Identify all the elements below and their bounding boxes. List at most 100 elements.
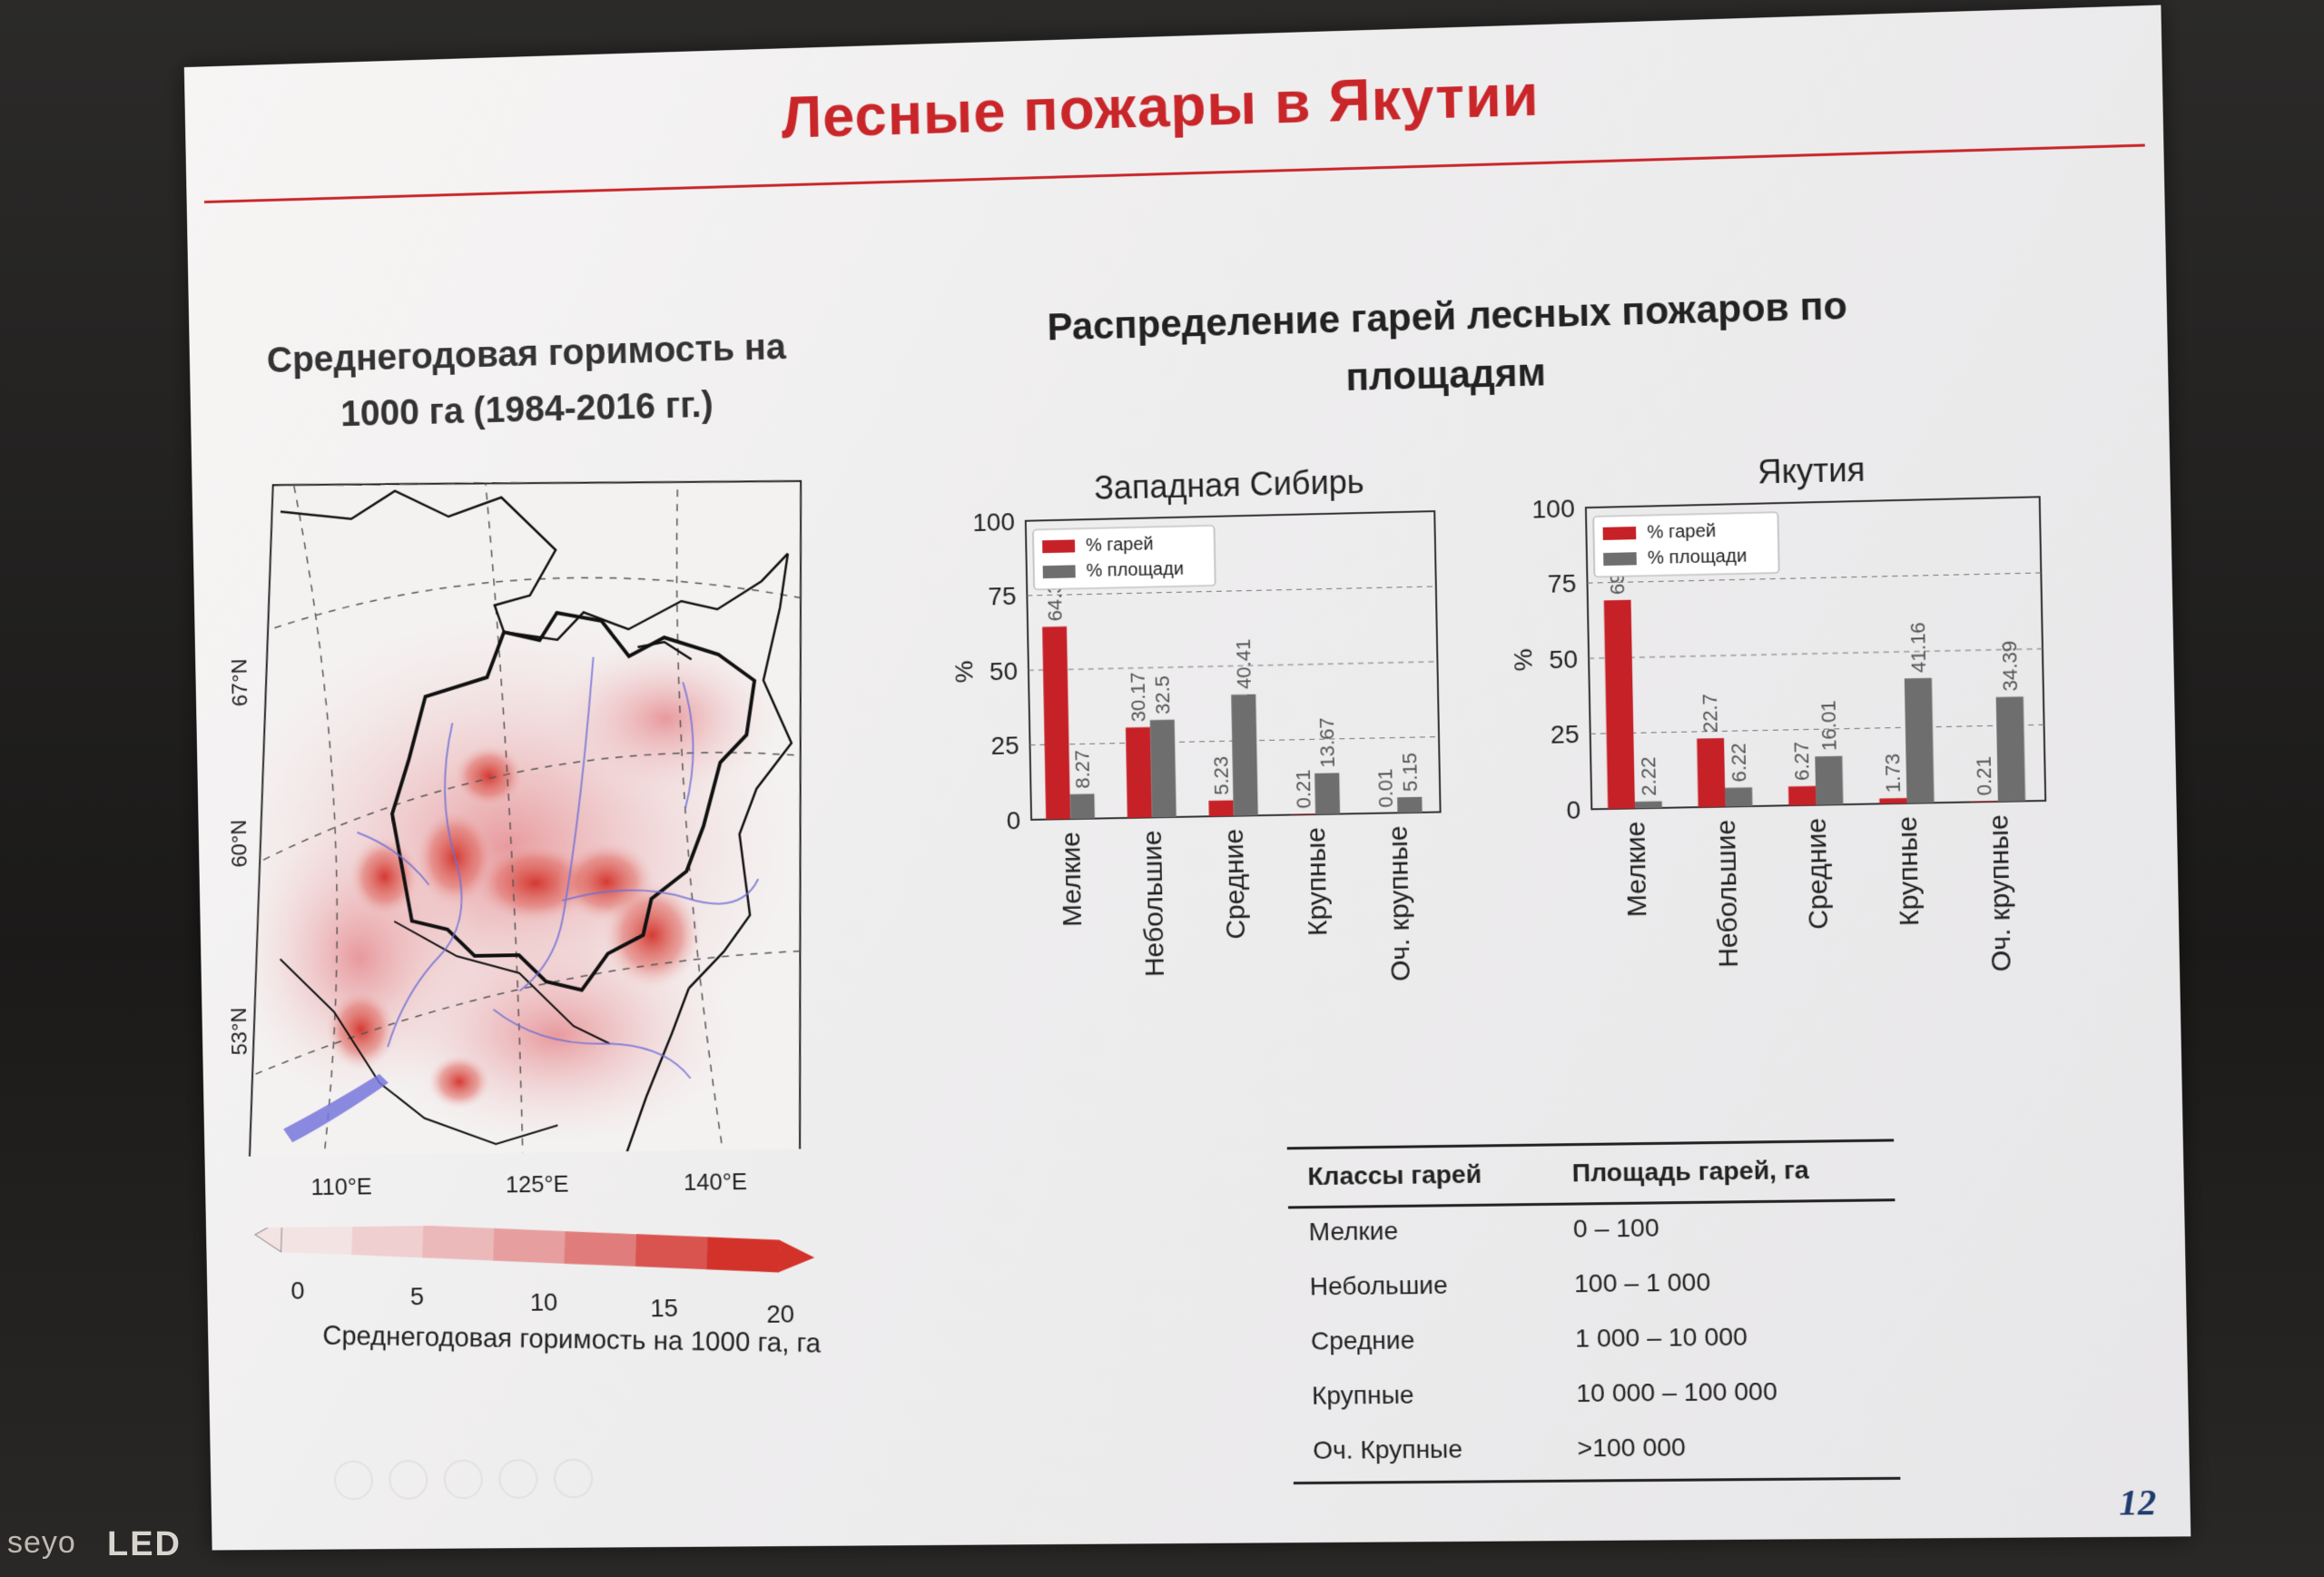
bar (1315, 773, 1340, 814)
category-label: Средние (1801, 817, 1834, 930)
colorbar-tick: 0 (290, 1276, 305, 1306)
map-heading: Среднегодовая горимость на 1000 га (1984… (251, 319, 803, 445)
colorbar-tick: 15 (650, 1294, 678, 1323)
category-label: Мелкие (1620, 821, 1653, 917)
y-tick-label: 0 (1006, 806, 1020, 834)
osd-icon (334, 1461, 374, 1501)
lon-label-110: 110°E (310, 1173, 372, 1201)
category-label: Небольшие (1710, 819, 1744, 968)
colorbar-arrow-high (778, 1240, 815, 1274)
bar-value-label: 6.22 (1727, 743, 1750, 783)
y-axis-label: % (950, 660, 978, 683)
colorbar-tick: 10 (529, 1288, 557, 1317)
monitor-brand: LED (107, 1525, 182, 1564)
colorbar-segment (706, 1237, 779, 1273)
bar-value-label: 0.21 (1972, 756, 1996, 796)
bar-value-label: 13.67 (1315, 717, 1338, 768)
legend-label: % гарей (1647, 521, 1716, 543)
chart-western-siberia: Западная Сибирь0255075100%64.398.27Мелки… (943, 438, 1464, 1101)
y-tick-label: 50 (1549, 645, 1578, 674)
legend-label: % площади (1648, 546, 1748, 568)
y-tick-label: 100 (1531, 494, 1575, 524)
y-tick-label: 100 (972, 508, 1015, 537)
lon-label-140: 140°E (684, 1168, 748, 1197)
category-label: Крупные (1301, 827, 1334, 937)
chart-yakutia: Якутия0255075100%69.2.22Мелкие22.76.22Не… (1502, 423, 2070, 1094)
area-cell: 0 – 100 (1552, 1200, 1896, 1261)
bar-value-label: 30.17 (1126, 672, 1149, 722)
class-cell: Средние (1290, 1316, 1555, 1373)
bar-value-label: 34.39 (1997, 640, 2022, 691)
osd-icon (389, 1460, 428, 1500)
bar-value-label: 0.21 (1291, 769, 1315, 808)
bar (1725, 787, 1752, 806)
bar (1208, 800, 1233, 816)
y-tick-label: 0 (1566, 795, 1581, 824)
monitor-osd-icons (334, 1458, 610, 1504)
bar (1397, 797, 1423, 813)
page-number: 12 (2119, 1481, 2157, 1524)
y-tick-label: 25 (990, 732, 1019, 761)
burn-classes-table: Классы гарей Площадь гарей, га Мелкие 0 –… (1287, 1138, 1901, 1484)
y-tick-label: 75 (1548, 569, 1577, 598)
slide-title: Лесные пожары в Якутии (185, 42, 2163, 169)
bar (1231, 695, 1258, 816)
y-tick-label: 50 (990, 656, 1019, 685)
category-label: Оч. крупные (1383, 825, 1416, 981)
gridline (1589, 649, 2043, 659)
bar (1905, 678, 1935, 803)
bar-value-label: 0.01 (1374, 768, 1397, 807)
area-cell: >100 000 (1557, 1422, 1901, 1481)
table-row: Крупные 10 000 – 100 000 (1291, 1366, 1899, 1427)
bar-value-label: 6.27 (1790, 742, 1815, 782)
column-header-class: Классы гарей (1287, 1145, 1552, 1207)
osd-icon (554, 1458, 594, 1498)
category-label: Мелкие (1056, 832, 1088, 927)
legend-label: % площади (1086, 558, 1184, 581)
bar-value-label: 5.15 (1398, 753, 1422, 792)
legend-swatch (1043, 565, 1076, 578)
class-cell: Небольшие (1289, 1260, 1554, 1317)
lon-label-125: 125°E (506, 1170, 569, 1199)
colorbar-segment (351, 1223, 424, 1258)
bar-value-label: 5.23 (1209, 756, 1233, 795)
bar-value-label: 32.5 (1150, 675, 1174, 715)
bar-value-label: 16.01 (1817, 700, 1841, 751)
category-label: Средние (1219, 828, 1252, 940)
lat-label-53: 53°N (227, 1007, 251, 1055)
charts-heading: Распределение гарей лесных пожаров по пл… (963, 274, 1935, 417)
colorbar-tick: 5 (410, 1282, 425, 1311)
colorbar-segment (635, 1234, 708, 1269)
category-label: Небольшие (1137, 830, 1170, 977)
lat-label-67: 67°N (228, 658, 252, 706)
bar-value-label: 8.27 (1070, 750, 1094, 789)
bar-value-label: 40.41 (1231, 639, 1255, 690)
osd-icon (498, 1459, 538, 1499)
lat-label-60: 60°N (227, 819, 251, 867)
table-row: Мелкие 0 – 100 (1288, 1200, 1896, 1264)
table-row: Оч. Крупные >100 000 (1293, 1422, 1901, 1483)
colorbar-tick: 20 (766, 1300, 794, 1329)
colorbar-segment (422, 1226, 495, 1261)
osd-icon (443, 1460, 483, 1500)
bar (1604, 600, 1635, 809)
table-row: Небольшие 100 – 1 000 (1289, 1257, 1897, 1318)
legend-swatch (1042, 539, 1075, 553)
bar (1788, 786, 1816, 805)
bar-value-label: 2.22 (1636, 756, 1659, 796)
colorbar-arrow-low (254, 1219, 281, 1252)
lon-labels: 110°E 125°E 140°E (310, 1168, 773, 1209)
bar (1150, 720, 1177, 818)
bar (1126, 727, 1152, 818)
legend-swatch (1603, 527, 1637, 540)
bar (1815, 756, 1843, 805)
bar (1042, 626, 1070, 820)
burn-rate-map: 67°N 60°N 53°N (218, 442, 925, 1157)
bar (1635, 801, 1662, 808)
area-cell: 100 – 1 000 (1553, 1257, 1897, 1316)
legend-label: % гарей (1086, 534, 1154, 556)
bar (1996, 696, 2025, 802)
bar (1879, 798, 1906, 803)
area-cell: 1 000 – 10 000 (1554, 1312, 1898, 1370)
